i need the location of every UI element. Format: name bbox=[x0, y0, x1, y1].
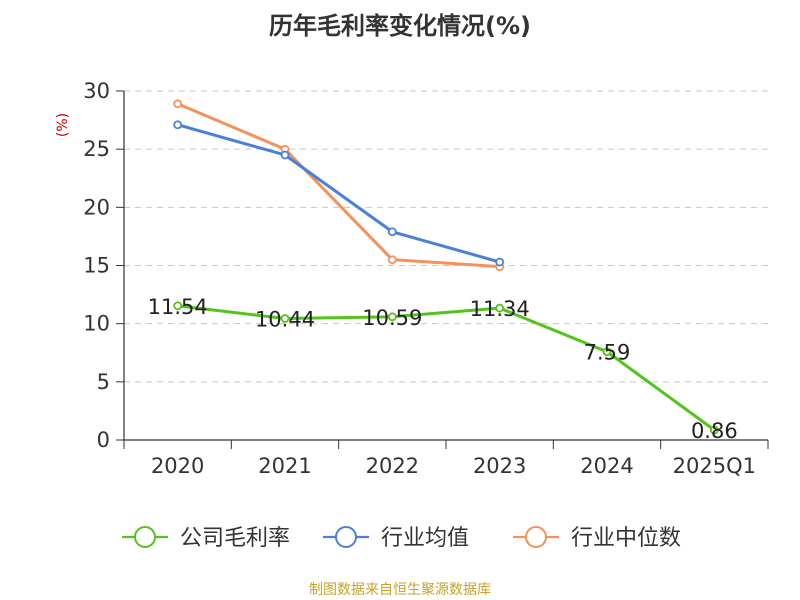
x-tick-label: 2021 bbox=[258, 454, 311, 478]
series-line-0 bbox=[177, 304, 716, 432]
x-tick-label: 2024 bbox=[580, 454, 633, 478]
data-point bbox=[602, 347, 612, 357]
data-point bbox=[495, 303, 505, 313]
source-note: 制图数据来自恒生聚源数据库 bbox=[309, 582, 491, 598]
y-axis-unit: (%) bbox=[55, 113, 71, 137]
legend-marker-1 bbox=[335, 526, 357, 548]
data-point bbox=[173, 120, 183, 130]
y-tick-label: 10 bbox=[83, 312, 110, 336]
data-point bbox=[280, 314, 290, 323]
x-tick-label: 2020 bbox=[151, 454, 204, 478]
data-point bbox=[387, 255, 397, 265]
data-point bbox=[387, 312, 397, 322]
legend-marker-2 bbox=[525, 526, 547, 548]
y-tick-label: 30 bbox=[83, 79, 110, 103]
data-label: 10.59 bbox=[362, 306, 422, 330]
y-tick-label: 15 bbox=[83, 254, 110, 278]
series-line-1 bbox=[177, 123, 501, 264]
data-label: 0.86 bbox=[691, 419, 738, 443]
chart-title: 历年毛利率变化情况(%) bbox=[269, 12, 531, 40]
data-label: 7.59 bbox=[584, 341, 631, 365]
y-tick-label: 20 bbox=[83, 195, 110, 219]
data-point bbox=[495, 257, 505, 267]
legend-label-2: 行业中位数 bbox=[571, 526, 681, 551]
data-point bbox=[709, 425, 719, 435]
series-line-2 bbox=[177, 102, 500, 269]
y-tick-label: 25 bbox=[83, 137, 110, 161]
legend-label-1: 行业均值 bbox=[381, 526, 469, 551]
x-tick-label: 2022 bbox=[366, 454, 419, 478]
data-label: 10.44 bbox=[255, 308, 315, 332]
data-point bbox=[280, 150, 290, 160]
y-tick-label: 0 bbox=[97, 428, 110, 452]
x-tick-label: 2025Q1 bbox=[673, 454, 756, 478]
legend-label-0: 公司毛利率 bbox=[180, 526, 290, 551]
data-point bbox=[173, 99, 183, 109]
x-tick-label: 2023 bbox=[473, 454, 526, 478]
legend-marker-0 bbox=[134, 526, 156, 548]
y-tick-label: 5 bbox=[97, 370, 110, 394]
data-point bbox=[173, 301, 183, 311]
data-label: 11.34 bbox=[470, 297, 530, 321]
data-point bbox=[387, 227, 397, 237]
data-label: 11.54 bbox=[148, 295, 208, 319]
